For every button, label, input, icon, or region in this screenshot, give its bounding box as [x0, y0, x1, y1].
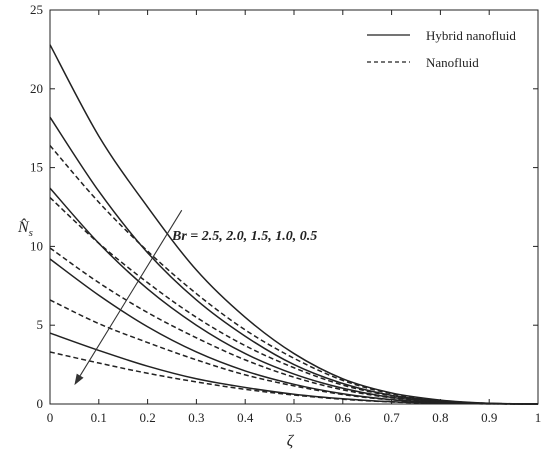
x-tick-label: 0.8 [432, 410, 448, 425]
y-tick-label: 10 [30, 238, 43, 253]
series-layer [49, 44, 539, 405]
x-tick-label: 0.9 [481, 410, 497, 425]
br-arrow [79, 209, 183, 377]
series-line-nano-br-0-5 [49, 351, 539, 405]
x-tick-label: 0.3 [188, 410, 204, 425]
x-tick-label: 0.6 [335, 410, 352, 425]
y-axis: 0 5 10 15 20 25 [30, 2, 538, 411]
y-tick-label: 0 [37, 396, 44, 411]
y-axis-label: N̂s [17, 217, 33, 239]
x-axis: 0 0.1 0.2 0.3 0.4 0.5 0.6 0.7 0.8 0.9 1 [47, 10, 542, 425]
series-line-nano-br-1-0 [49, 299, 539, 405]
x-tick-label: 0.7 [383, 410, 400, 425]
series-line-hybrid-br-1-5 [49, 187, 539, 405]
x-tick-label: 0.2 [139, 410, 155, 425]
series-line-nano-br-2-5 [49, 145, 539, 405]
legend-label-nanofluid: Nanofluid [426, 55, 479, 70]
x-tick-label: 1 [535, 410, 542, 425]
br-arrowhead [74, 373, 84, 386]
y-tick-label: 20 [30, 81, 43, 96]
x-tick-label: 0.1 [91, 410, 107, 425]
y-tick-label: 25 [30, 2, 43, 17]
series-line-hybrid-br-2-0 [49, 116, 539, 405]
series-line-nano-br-2-0 [49, 196, 539, 405]
legend: Hybrid nanofluid Nanofluid [367, 28, 516, 70]
x-tick-label: 0.4 [237, 410, 254, 425]
legend-label-hybrid: Hybrid nanofluid [426, 28, 516, 43]
x-tick-label: 0.5 [286, 410, 302, 425]
x-axis-label: ζ [287, 433, 295, 450]
series-line-hybrid-br-1-0 [49, 258, 539, 405]
br-annotation: Br = 2.5, 2.0, 1.5, 1.0, 0.5 [74, 209, 317, 386]
y-axis-label-main: N̂ [17, 217, 30, 236]
x-tick-label: 0 [47, 410, 54, 425]
br-annotation-text: Br = 2.5, 2.0, 1.5, 1.0, 0.5 [171, 229, 317, 244]
y-tick-label: 15 [30, 160, 43, 175]
y-tick-label: 5 [37, 317, 44, 332]
y-axis-label-subscript: s [29, 227, 33, 239]
series-line-nano-br-1-5 [49, 247, 539, 405]
